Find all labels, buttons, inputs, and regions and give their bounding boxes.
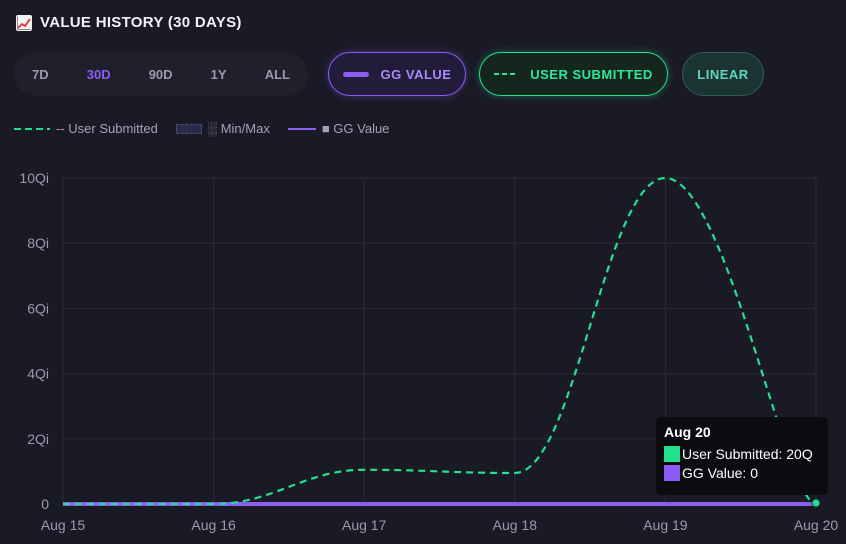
page-title: VALUE HISTORY (30 DAYS): [40, 14, 242, 31]
linear-scale-toggle[interactable]: LINEAR: [682, 52, 764, 96]
y-tick-label: 10Qi: [19, 170, 49, 186]
user-submitted-toggle[interactable]: USER SUBMITTED: [479, 52, 668, 96]
range-30d-button[interactable]: 30D: [86, 66, 111, 82]
tooltip-user-submitted-text: User Submitted: 20Q: [682, 446, 813, 462]
legend-solid-swatch: [287, 127, 316, 130]
x-tick-label: Aug 17: [342, 517, 387, 533]
series-line-user-submitted: [62, 176, 817, 506]
legend-range-swatch: [175, 123, 202, 134]
legend-min-max-label: ░ Min/Max: [207, 121, 270, 136]
tooltip-swatch-user-submitted: [664, 446, 680, 462]
range-all-button[interactable]: ALL: [264, 66, 290, 82]
x-tick-label: Aug 15: [41, 517, 86, 533]
tooltip-row-gg-value: GG Value: 0: [664, 465, 820, 481]
range-90d-button[interactable]: 90D: [148, 66, 173, 82]
user-submitted-toggle-label: USER SUBMITTED: [530, 66, 653, 82]
legend-gg-value[interactable]: ■ GG Value: [287, 121, 390, 136]
chart-header: VALUE HISTORY (30 DAYS): [16, 14, 242, 31]
legend-user-submitted-label: -- User Submitted: [56, 121, 158, 136]
x-tick-label: Aug 20: [794, 517, 839, 533]
time-range-selector: 7D 30D 90D 1Y ALL: [14, 52, 308, 96]
chart-increasing-icon: [16, 14, 32, 31]
legend-dash-swatch: [14, 127, 50, 130]
dashed-line-icon: [494, 73, 519, 75]
y-tick-label: 8Qi: [27, 235, 49, 251]
range-1y-button[interactable]: 1Y: [210, 66, 227, 82]
gg-value-toggle[interactable]: GG VALUE: [328, 52, 466, 96]
x-tick-label: Aug 18: [493, 517, 538, 533]
gg-value-toggle-label: GG VALUE: [380, 66, 452, 82]
y-tick-label: 6Qi: [27, 300, 49, 316]
chart-legend: -- User Submitted ░ Min/Max ■ GG Value: [14, 121, 389, 136]
hover-point-marker: [811, 498, 821, 508]
x-tick-label: Aug 16: [191, 517, 236, 533]
y-tick-label: 0: [41, 496, 49, 512]
x-tick-label: Aug 19: [643, 517, 688, 533]
range-7d-button[interactable]: 7D: [32, 66, 49, 82]
tooltip-title: Aug 20: [664, 424, 711, 440]
tooltip-swatch-gg-value: [664, 465, 680, 481]
tooltip-gg-value-text: GG Value: 0: [682, 465, 759, 481]
chart-tooltip: Aug 20 User Submitted: 20Q GG Value: 0: [656, 417, 828, 495]
legend-min-max[interactable]: ░ Min/Max: [175, 121, 270, 136]
gg-value-swatch-icon: [342, 71, 369, 77]
legend-gg-value-label: ■ GG Value: [321, 121, 390, 136]
linear-scale-label: LINEAR: [697, 66, 749, 82]
tooltip-row-user-submitted: User Submitted: 20Q: [664, 446, 820, 462]
y-tick-label: 4Qi: [27, 366, 49, 382]
y-tick-label: 2Qi: [27, 431, 49, 447]
legend-user-submitted[interactable]: -- User Submitted: [14, 121, 158, 136]
